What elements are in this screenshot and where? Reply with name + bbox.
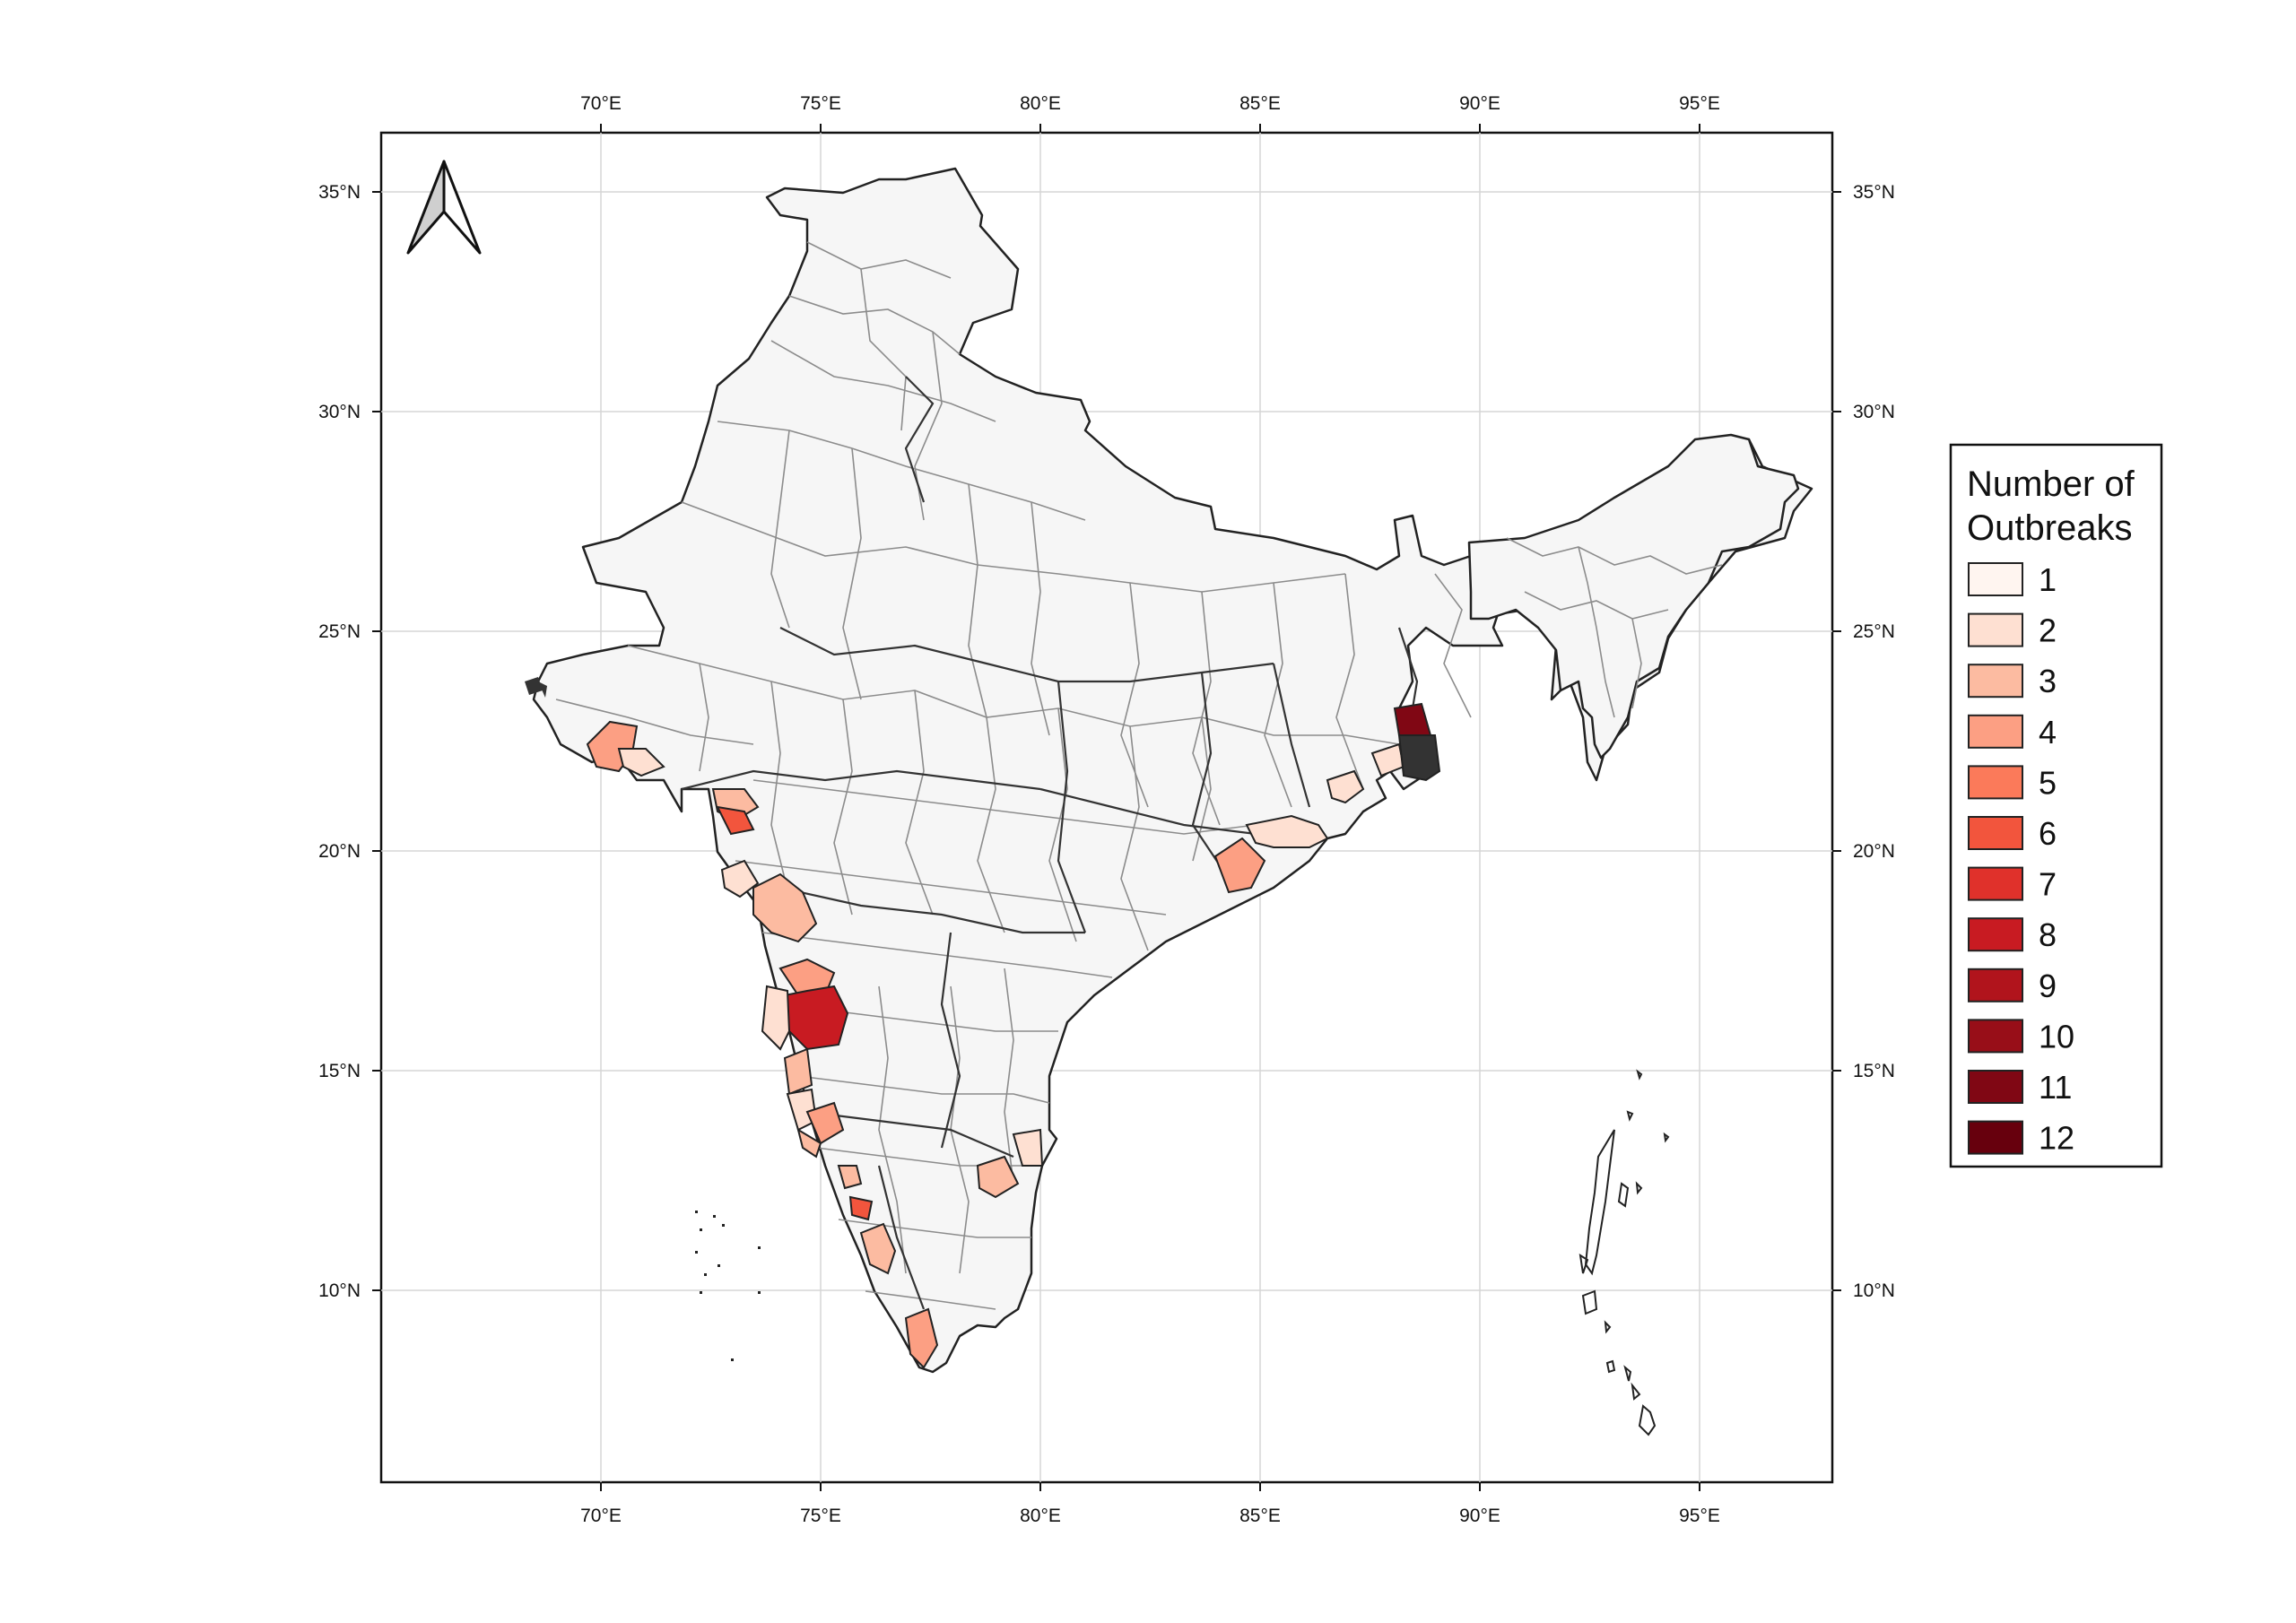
lon-label-top: 85°E bbox=[1239, 93, 1281, 114]
lon-label-top: 75°E bbox=[800, 93, 841, 114]
district-outbreak bbox=[904, 1307, 939, 1369]
northeast-region bbox=[1467, 433, 1800, 759]
district-outbreak bbox=[783, 985, 849, 1051]
lat-labels-left: 35°N 30°N 25°N 20°N 15°N 10°N bbox=[318, 182, 361, 1301]
lat-label-right: 15°N bbox=[1853, 1061, 1895, 1081]
lat-label-left: 15°N bbox=[318, 1061, 361, 1081]
legend-swatch bbox=[1968, 816, 2023, 850]
district-outbreak bbox=[848, 1195, 874, 1221]
legend-label: 2 bbox=[2039, 612, 2057, 649]
legend-swatch bbox=[1968, 765, 2023, 800]
lat-label-left: 30°N bbox=[318, 402, 361, 422]
district-outbreak bbox=[778, 958, 836, 996]
district-outbreak bbox=[617, 748, 665, 777]
lakshadweep-islands bbox=[695, 1211, 761, 1361]
district-outbreak bbox=[783, 1047, 813, 1096]
lon-label-bottom: 70°E bbox=[580, 1506, 622, 1526]
district-outbreak bbox=[1397, 734, 1441, 782]
district-outbreak bbox=[752, 872, 818, 943]
lon-label-bottom: 85°E bbox=[1239, 1506, 1281, 1526]
district-outbreak bbox=[1213, 837, 1266, 894]
legend-label: 10 bbox=[2039, 1018, 2074, 1055]
district-outbreak bbox=[859, 1222, 897, 1275]
lon-label-top: 90°E bbox=[1459, 93, 1500, 114]
district-outbreak bbox=[805, 1101, 845, 1145]
district-outbreak bbox=[1012, 1128, 1044, 1167]
legend-label: 7 bbox=[2039, 866, 2057, 903]
lon-label-top: 70°E bbox=[580, 93, 622, 114]
legend-swatch bbox=[1968, 714, 2023, 749]
lat-label-left: 25°N bbox=[318, 621, 361, 642]
district-outbreak bbox=[720, 859, 760, 898]
legend-swatch bbox=[1968, 1019, 2023, 1054]
lon-label-top: 95°E bbox=[1679, 93, 1720, 114]
district-outbreak bbox=[1326, 769, 1365, 804]
northeast-landmass bbox=[1467, 433, 1800, 759]
legend-swatch bbox=[1968, 866, 2023, 901]
legend-swatch bbox=[1968, 1070, 2023, 1104]
lat-label-right: 25°N bbox=[1853, 621, 1895, 642]
india-mainland bbox=[532, 167, 1813, 1374]
district-borders bbox=[555, 241, 1723, 1310]
legend-swatch bbox=[1968, 612, 2023, 647]
legend-label: 11 bbox=[2039, 1069, 2072, 1106]
lat-labels-right: 35°N 30°N 25°N 20°N 15°N 10°N bbox=[1853, 182, 1895, 1301]
lon-label-bottom: 95°E bbox=[1679, 1506, 1720, 1526]
legend-label: 6 bbox=[2039, 815, 2057, 852]
legend-swatch bbox=[1968, 917, 2023, 952]
lat-label-right: 35°N bbox=[1853, 182, 1895, 203]
legend-label: 9 bbox=[2039, 968, 2057, 1004]
lon-labels-bottom: 70°E 75°E 80°E 85°E 90°E 95°E bbox=[580, 1506, 1720, 1526]
district-outbreak bbox=[976, 1155, 1020, 1199]
lon-labels-top: 70°E 75°E 80°E 85°E 90°E 95°E bbox=[580, 93, 1720, 114]
india-landmass bbox=[532, 167, 1813, 1374]
lat-label-right: 10°N bbox=[1853, 1280, 1895, 1301]
legend-label: 12 bbox=[2039, 1120, 2074, 1157]
legend-label: 8 bbox=[2039, 916, 2057, 953]
legend-label: 5 bbox=[2039, 764, 2057, 801]
north-arrow-icon bbox=[406, 160, 482, 255]
coastal-details bbox=[525, 677, 547, 698]
legend-swatch bbox=[1968, 664, 2023, 699]
andaman-nicobar-islands bbox=[1578, 1069, 1670, 1436]
legend-swatch bbox=[1968, 968, 2023, 1002]
state-borders bbox=[681, 376, 1419, 1310]
legend-swatch bbox=[1968, 1120, 2023, 1155]
lon-label-top: 80°E bbox=[1020, 93, 1061, 114]
lat-label-right: 20°N bbox=[1853, 841, 1895, 862]
legend-title: Outbreaks bbox=[1967, 508, 2133, 548]
district-outbreak bbox=[716, 805, 755, 836]
lon-label-bottom: 75°E bbox=[800, 1506, 841, 1526]
legend-label: 1 bbox=[2039, 561, 2057, 598]
legend-box bbox=[1949, 443, 2163, 1168]
district-outbreak bbox=[837, 1165, 863, 1190]
district-outbreak bbox=[796, 1127, 822, 1159]
legend-label: 3 bbox=[2039, 663, 2057, 699]
lat-label-left: 35°N bbox=[318, 182, 361, 203]
lat-label-right: 30°N bbox=[1853, 402, 1895, 422]
district-outbreak bbox=[761, 985, 791, 1051]
legend-title: Number of bbox=[1967, 464, 2135, 504]
lat-label-left: 20°N bbox=[318, 841, 361, 862]
lon-label-bottom: 80°E bbox=[1020, 1506, 1061, 1526]
shaded-districts bbox=[586, 702, 1441, 1369]
lat-label-left: 10°N bbox=[318, 1280, 361, 1301]
legend-swatch bbox=[1968, 562, 2023, 596]
tick-marks bbox=[372, 124, 1841, 1491]
district-outbreak bbox=[1245, 814, 1329, 848]
legend-label: 4 bbox=[2039, 714, 2057, 751]
lon-label-bottom: 90°E bbox=[1459, 1506, 1500, 1526]
